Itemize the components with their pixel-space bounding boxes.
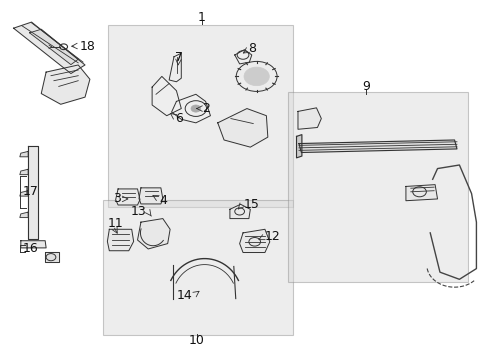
Text: 13: 13 <box>130 205 146 218</box>
Polygon shape <box>239 229 269 252</box>
Polygon shape <box>21 241 46 248</box>
Polygon shape <box>28 146 38 239</box>
Polygon shape <box>234 50 251 64</box>
Circle shape <box>191 105 201 112</box>
Text: 2: 2 <box>201 102 209 115</box>
Polygon shape <box>139 188 163 204</box>
Text: 11: 11 <box>107 217 123 230</box>
Text: 7: 7 <box>175 51 183 64</box>
Polygon shape <box>298 140 456 153</box>
Text: 18: 18 <box>80 40 96 53</box>
Polygon shape <box>30 29 78 64</box>
Text: 3: 3 <box>113 193 121 206</box>
Polygon shape <box>14 22 85 73</box>
Text: 16: 16 <box>22 242 39 256</box>
Polygon shape <box>137 219 170 249</box>
Polygon shape <box>229 204 250 219</box>
Text: 9: 9 <box>362 80 369 93</box>
Text: 1: 1 <box>197 11 205 24</box>
Text: 8: 8 <box>247 42 255 55</box>
Polygon shape <box>152 76 181 116</box>
Polygon shape <box>297 108 321 129</box>
Polygon shape <box>116 189 140 205</box>
FancyBboxPatch shape <box>103 200 292 336</box>
Text: 14: 14 <box>176 289 192 302</box>
Polygon shape <box>20 191 28 196</box>
Polygon shape <box>171 94 210 123</box>
Polygon shape <box>217 109 267 147</box>
Text: 17: 17 <box>22 185 39 198</box>
FancyBboxPatch shape <box>108 24 292 207</box>
Polygon shape <box>405 185 437 201</box>
Circle shape <box>244 67 269 86</box>
Polygon shape <box>20 169 28 175</box>
Polygon shape <box>296 135 301 158</box>
Polygon shape <box>107 229 133 251</box>
Text: 15: 15 <box>244 198 259 211</box>
Text: 12: 12 <box>264 230 280 243</box>
Text: 4: 4 <box>159 194 167 207</box>
Text: 6: 6 <box>175 112 183 125</box>
Polygon shape <box>45 252 59 262</box>
Polygon shape <box>41 65 90 104</box>
Polygon shape <box>20 212 28 217</box>
Polygon shape <box>20 152 28 157</box>
FancyBboxPatch shape <box>287 93 467 282</box>
Text: 10: 10 <box>188 333 204 347</box>
